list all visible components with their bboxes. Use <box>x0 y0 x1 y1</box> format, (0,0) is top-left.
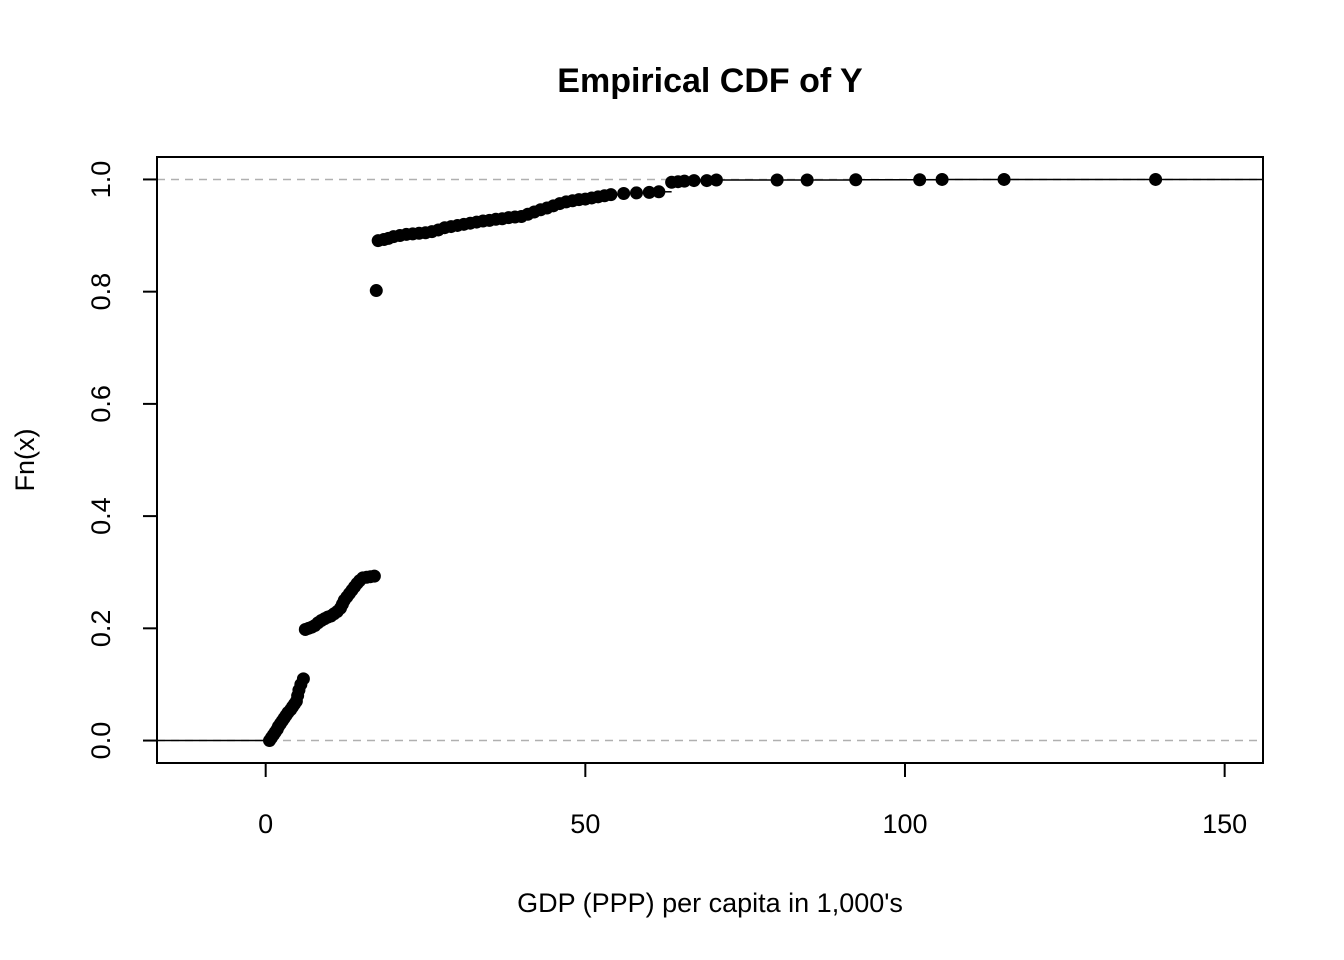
ecdf-point <box>677 174 691 188</box>
y-axis-label: Fn(x) <box>10 429 40 492</box>
reference-lines <box>157 178 1263 742</box>
y-tick-label: 0.0 <box>86 722 116 760</box>
plot-frame <box>156 156 1264 764</box>
ecdf-point <box>935 172 949 186</box>
ecdf-point <box>1149 172 1163 186</box>
ecdf-point <box>604 188 618 202</box>
ecdf-point <box>629 186 643 200</box>
ecdf-point <box>687 174 701 188</box>
ecdf-point <box>800 173 814 187</box>
ecdf-point <box>617 186 631 200</box>
y-tick-label: 0.4 <box>86 497 116 535</box>
ecdf-point <box>642 185 656 199</box>
ecdf-point <box>367 569 381 583</box>
ecdf-point <box>296 672 310 686</box>
y-axis: 0.0 0.2 0.4 0.6 0.8 1.0 <box>86 161 158 760</box>
x-axis: 0 50 100 150 <box>258 762 1247 839</box>
x-axis-label: GDP (PPP) per capita in 1,000's <box>517 888 903 918</box>
ecdf-point <box>849 173 863 187</box>
ecdf-point <box>369 284 383 298</box>
ecdf-point <box>700 174 714 188</box>
ecdf-point <box>770 173 784 187</box>
y-tick-label: 0.6 <box>86 385 116 423</box>
ecdf-point <box>652 185 666 199</box>
x-tick-label: 100 <box>882 809 927 839</box>
x-tick-label: 0 <box>258 809 273 839</box>
ecdf-point <box>709 173 723 187</box>
y-tick-label: 1.0 <box>86 161 116 199</box>
chart-title: Empirical CDF of Y <box>557 62 863 100</box>
x-tick-label: 150 <box>1202 809 1247 839</box>
y-tick-label: 0.8 <box>86 273 116 311</box>
y-tick-label: 0.2 <box>86 610 116 648</box>
ecdf-point <box>913 173 927 187</box>
x-tick-label: 50 <box>570 809 600 839</box>
plot-area <box>157 172 1263 748</box>
ecdf-point <box>997 172 1011 186</box>
